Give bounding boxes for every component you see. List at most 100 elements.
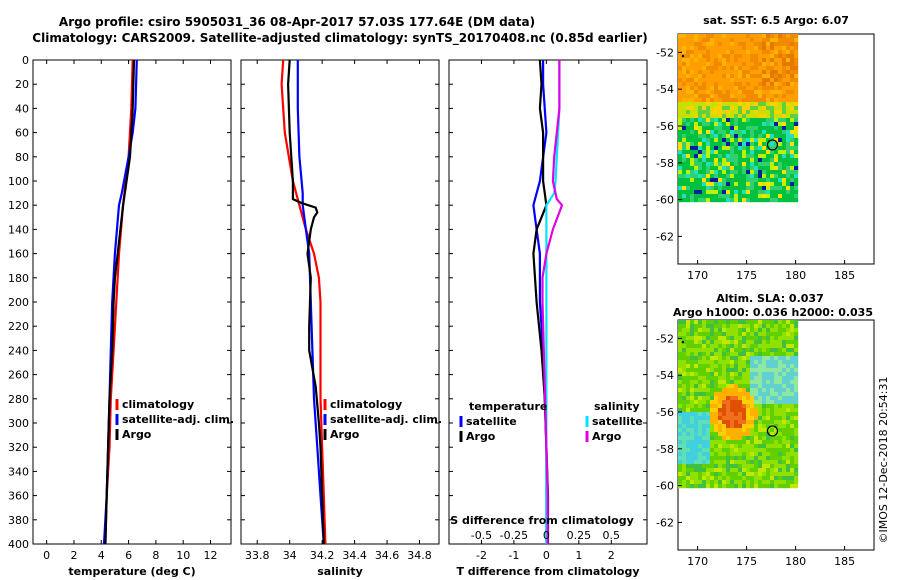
map-cell [730, 186, 735, 191]
map-cell [698, 432, 703, 437]
map-cell [738, 154, 743, 159]
map-cell [770, 170, 775, 175]
map-cell [750, 86, 755, 91]
map-cell [702, 324, 707, 329]
map-cell [690, 440, 695, 445]
map-cell [726, 380, 731, 385]
map-cell [690, 408, 695, 413]
map-cell [782, 46, 787, 51]
map-cell [786, 356, 791, 361]
map-cell [770, 90, 775, 95]
map-cell [718, 344, 723, 349]
map-cell [698, 126, 703, 131]
map-cell [786, 110, 791, 115]
argo-position-marker [766, 139, 779, 151]
map-cell [746, 328, 751, 333]
map-cell [758, 106, 763, 111]
map-cell [742, 340, 747, 345]
map-cell [718, 484, 723, 489]
map-cell [754, 138, 759, 143]
map-cell [734, 352, 739, 357]
map-cell [710, 364, 715, 369]
map-cell [770, 174, 775, 179]
map-cell [678, 416, 683, 421]
map-cell [702, 38, 707, 43]
map-cell [730, 86, 735, 91]
map-cell [726, 484, 731, 489]
map-cell [770, 476, 775, 481]
map-cell [714, 448, 719, 453]
map-cell [682, 344, 687, 349]
map-cell [770, 432, 775, 437]
map-cell [734, 456, 739, 461]
map-cell [758, 46, 763, 51]
map-cell [742, 106, 747, 111]
map-cell [794, 380, 799, 385]
map-cell [742, 420, 747, 425]
map-cell [774, 352, 779, 357]
lat-tick-label: -62 [656, 230, 674, 243]
map-cell [694, 58, 699, 63]
map-cell [754, 436, 759, 441]
map-cell [750, 58, 755, 63]
map-cell [698, 476, 703, 481]
map-cell [778, 34, 783, 39]
map-cell [734, 440, 739, 445]
map-cell [682, 372, 687, 377]
map-cell [758, 90, 763, 95]
map-cell [734, 420, 739, 425]
map-cell [714, 190, 719, 195]
map-cell [678, 190, 683, 195]
map-cell [718, 198, 723, 203]
map-cell [774, 50, 779, 55]
map-cell [794, 436, 799, 441]
map-cell [690, 468, 695, 473]
map-cell [734, 46, 739, 51]
map-cell [738, 178, 743, 183]
map-cell [794, 62, 799, 67]
map-cell [678, 328, 683, 333]
map-cell [742, 154, 747, 159]
map-cell [794, 190, 799, 195]
map-cell [702, 328, 707, 333]
map-cell [774, 388, 779, 393]
map-cell [762, 396, 767, 401]
map-cell [690, 142, 695, 147]
map-cell [770, 336, 775, 341]
map-cell [694, 364, 699, 369]
map-cell [722, 440, 727, 445]
map-cell [782, 162, 787, 167]
map-cell [754, 368, 759, 373]
map-cell [762, 130, 767, 135]
map-cell [698, 448, 703, 453]
map-cell [766, 476, 771, 481]
map-cell [694, 368, 699, 373]
map-cell [742, 384, 747, 389]
map-cell [742, 150, 747, 155]
map-cell [690, 356, 695, 361]
map-cell [718, 94, 723, 99]
map-cell [694, 166, 699, 171]
map-cell [682, 94, 687, 99]
map-cell [754, 340, 759, 345]
map-cell [734, 86, 739, 91]
map-cell [794, 480, 799, 485]
map-cell [698, 170, 703, 175]
map-cell [678, 480, 683, 485]
map-cell [710, 444, 715, 449]
map-cell [778, 158, 783, 163]
map-cell [774, 186, 779, 191]
map-cell [722, 38, 727, 43]
map-cell [746, 90, 751, 95]
map-cell [790, 388, 795, 393]
map-cell [738, 142, 743, 147]
map-cell [770, 46, 775, 51]
map-cell [770, 54, 775, 59]
map-cell [766, 420, 771, 425]
map-cell [682, 198, 687, 203]
map-cell [786, 368, 791, 373]
map-cell [786, 134, 791, 139]
map-cell [782, 182, 787, 187]
map-cell [698, 106, 703, 111]
map-cell [726, 336, 731, 341]
